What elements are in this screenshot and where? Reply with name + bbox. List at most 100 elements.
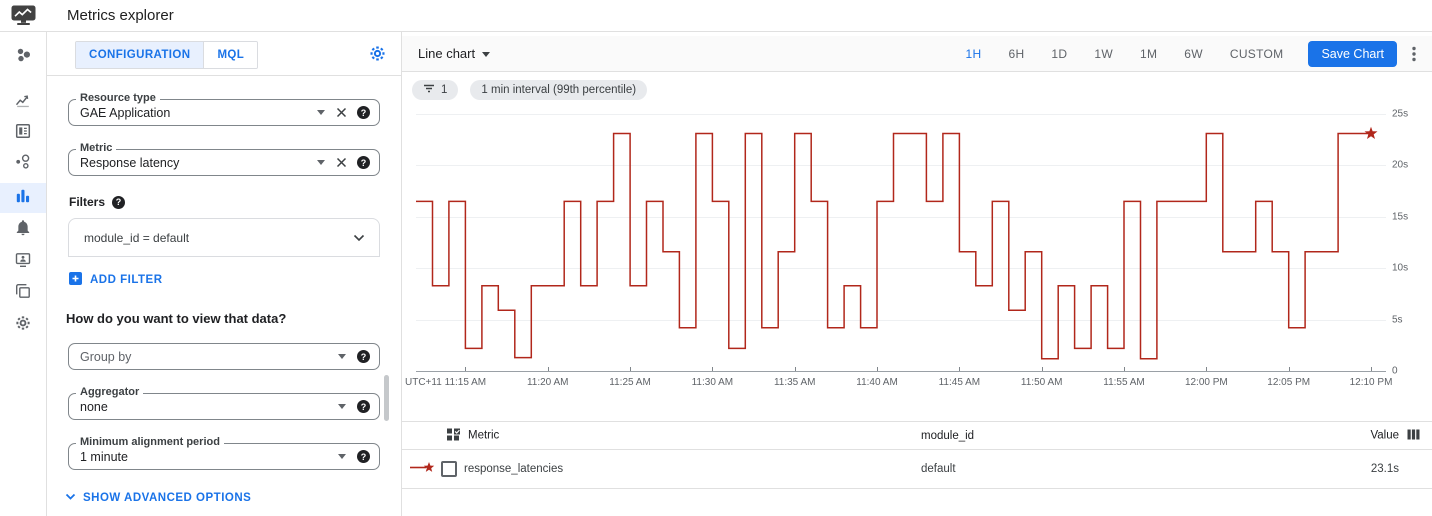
chevron-down-icon	[482, 52, 491, 57]
select-all-grid-icon[interactable]	[446, 427, 460, 444]
time-range-6w[interactable]: 6W	[1184, 46, 1203, 61]
alignment-period-field[interactable]: Minimum alignment period 1 minute ?	[68, 436, 380, 470]
filter-expander[interactable]: module_id = default	[68, 218, 380, 257]
sidebar-item-services[interactable]	[0, 149, 46, 179]
time-range-6h[interactable]: 6H	[1008, 46, 1025, 61]
value-column-header[interactable]: Value	[1370, 429, 1399, 442]
aggregator-field[interactable]: Aggregator none ?	[68, 386, 380, 420]
page-title: Metrics explorer	[67, 7, 174, 24]
resource-type-label: Resource type	[76, 92, 160, 104]
x-tick-mark	[1041, 367, 1043, 371]
dashboard-icon	[15, 123, 31, 144]
metric-column-header[interactable]: Metric	[468, 429, 500, 442]
sidebar-item-settings[interactable]	[0, 310, 46, 340]
table-row[interactable]: response_latencies default 23.1s	[402, 449, 1432, 489]
x-tick-label: 11:40 AM	[856, 377, 898, 388]
chart-type-label: Line chart	[418, 46, 476, 61]
x-tick-mark	[959, 367, 961, 371]
series-line	[416, 132, 1371, 360]
filters-section-label: Filters ?	[69, 195, 126, 209]
more-options-icon[interactable]	[1410, 44, 1418, 64]
interval-chip-label: 1 min interval (99th percentile)	[481, 84, 637, 96]
x-axis-line	[416, 371, 1386, 372]
show-advanced-options-link[interactable]: SHOW ADVANCED OPTIONS	[65, 492, 251, 504]
help-icon[interactable]: ?	[357, 400, 370, 413]
x-tick-mark	[1288, 367, 1290, 371]
services-icon	[15, 153, 31, 175]
chart-region[interactable]: 25s 20s 15s 10s 5s 0 UTC+11 11:15 AM 11:20 AM 11:…	[402, 106, 1432, 393]
help-icon[interactable]: ?	[112, 195, 126, 209]
help-icon[interactable]: ?	[357, 106, 370, 119]
view-column-icon[interactable]	[1407, 428, 1420, 443]
module-id-cell: default	[921, 462, 956, 475]
sidebar-item-uptime-checks[interactable]	[0, 247, 46, 277]
metric-field[interactable]: Metric Response latency ?	[68, 142, 380, 176]
chevron-down-icon[interactable]	[338, 404, 346, 409]
chart-panel: Line chart 1H 6H 1D 1W 1M 6W CUSTOM Save…	[402, 32, 1432, 516]
add-filter-button[interactable]: ADD FILTER	[69, 272, 163, 288]
sidebar-item-metrics-explorer[interactable]	[0, 183, 46, 213]
filter-count-label: 1	[441, 84, 448, 96]
resource-type-field[interactable]: Resource type GAE Application ?	[68, 92, 380, 126]
help-icon[interactable]: ?	[357, 156, 370, 169]
help-icon[interactable]: ?	[357, 350, 370, 363]
clear-icon[interactable]	[336, 157, 347, 168]
resource-type-value: GAE Application	[80, 105, 171, 120]
monitoring-logo-icon[interactable]	[11, 5, 36, 26]
add-filter-label: ADD FILTER	[90, 274, 163, 286]
chevron-down-icon[interactable]	[317, 160, 325, 165]
time-range-1m[interactable]: 1M	[1139, 46, 1158, 61]
tab-mql[interactable]: MQL	[203, 42, 258, 68]
top-app-bar: Metrics explorer	[0, 0, 1432, 32]
x-tick-label: 12:05 PM	[1267, 377, 1311, 388]
time-range-1d[interactable]: 1D	[1051, 46, 1068, 61]
chevron-down-icon[interactable]	[338, 354, 346, 359]
x-tick-mark	[630, 367, 632, 371]
line-chart[interactable]	[402, 106, 1387, 393]
aggregator-label: Aggregator	[76, 386, 144, 398]
config-scrollbar[interactable]	[384, 375, 389, 421]
sidebar-item-metrics[interactable]	[0, 87, 46, 117]
sidebar-item-dashboards[interactable]	[0, 118, 46, 148]
gridline	[416, 216, 1386, 218]
sidebar-item-overview[interactable]	[0, 42, 46, 72]
chart-type-dropdown[interactable]: Line chart	[418, 46, 491, 61]
copy-icon	[15, 283, 31, 304]
x-tick-mark	[1206, 367, 1208, 371]
metric-label: Metric	[76, 142, 117, 154]
tab-configuration[interactable]: CONFIGURATION	[76, 42, 204, 68]
filter-count-chip[interactable]: 1	[412, 80, 459, 100]
filter-value: module_id = default	[84, 230, 190, 245]
x-tick-mark	[1124, 367, 1126, 371]
plus-box-icon	[69, 272, 82, 288]
time-range-custom[interactable]: CUSTOM	[1229, 46, 1284, 61]
row-checkbox[interactable]	[441, 460, 457, 477]
series-legend-marker-icon	[410, 460, 436, 477]
module-id-column-header[interactable]: module_id	[921, 429, 975, 442]
group-by-field[interactable]: Group by ?	[68, 343, 380, 370]
chevron-down-icon[interactable]	[338, 454, 346, 459]
x-tick-mark	[1371, 367, 1372, 371]
save-chart-button[interactable]: Save Chart	[1308, 40, 1397, 67]
show-advanced-options-label: SHOW ADVANCED OPTIONS	[83, 492, 252, 504]
x-tick-mark	[465, 367, 467, 371]
filters-label-text: Filters	[69, 195, 106, 209]
time-range-1h[interactable]: 1H	[965, 46, 982, 61]
chevron-down-icon[interactable]	[317, 110, 325, 115]
y-tick-label: 0	[1392, 365, 1398, 377]
aggregator-value: none	[80, 399, 108, 414]
gridline	[416, 319, 1386, 321]
x-tick-mark	[712, 367, 714, 371]
sidebar-item-groups[interactable]	[0, 278, 46, 308]
clear-icon[interactable]	[336, 107, 347, 118]
help-icon[interactable]: ?	[357, 450, 370, 463]
interval-chip[interactable]: 1 min interval (99th percentile)	[470, 80, 648, 100]
time-range-1w[interactable]: 1W	[1094, 46, 1113, 61]
bell-icon	[15, 219, 31, 241]
config-gear-icon[interactable]	[369, 45, 386, 67]
group-by-placeholder: Group by	[80, 349, 132, 364]
metric-value: Response latency	[80, 155, 180, 170]
sidebar-item-alerting[interactable]	[0, 215, 46, 245]
chevron-down-icon[interactable]	[353, 234, 365, 242]
